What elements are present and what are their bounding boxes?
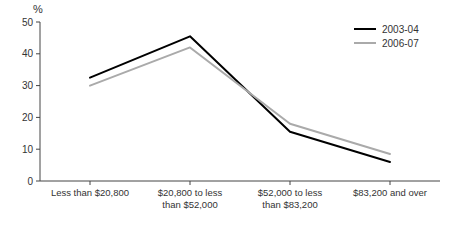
y-tick-label: 20 — [22, 112, 34, 123]
y-tick-label: 50 — [22, 17, 34, 28]
y-tick — [36, 22, 40, 23]
x-tick-label: $83,200 and over — [353, 187, 427, 198]
y-tick — [36, 85, 40, 86]
x-tick-label: $20,800 to lessthan $52,000 — [158, 187, 223, 210]
y-tick-label: 40 — [22, 48, 34, 59]
legend-swatch — [354, 28, 376, 30]
y-tick — [36, 117, 40, 118]
x-tick — [90, 181, 91, 185]
series-lines — [90, 36, 390, 162]
x-tick-label: Less than $20,800 — [51, 187, 129, 198]
y-tick-label: 0 — [27, 176, 33, 187]
x-tick-label: $52,000 to lessthan $83,200 — [258, 187, 323, 210]
x-axis-line — [40, 181, 440, 182]
y-tick-label: 10 — [22, 144, 34, 155]
legend-label: 2003-04 — [382, 24, 419, 35]
y-axis-line — [40, 22, 41, 181]
series-line — [90, 36, 390, 162]
axes: 0 10 20 30 40 50 Less than $20,800 $20,800 to l… — [22, 17, 440, 210]
y-tick-label: 30 — [22, 80, 34, 91]
legend: 2003-04 2006-07 — [354, 24, 419, 49]
series-line — [90, 47, 390, 154]
legend-swatch — [354, 42, 376, 44]
x-tick — [390, 181, 391, 185]
y-tick — [36, 53, 40, 54]
x-tick — [290, 181, 291, 185]
x-tick — [190, 181, 191, 185]
chart-container: 0 10 20 30 40 50 Less than $20,800 $20,800 to l… — [0, 0, 454, 227]
legend-label: 2006-07 — [382, 38, 419, 49]
y-tick — [36, 181, 40, 182]
y-tick — [36, 149, 40, 150]
y-axis-label: % — [33, 3, 43, 15]
chart: 0 10 20 30 40 50 Less than $20,800 $20,800 to l… — [0, 0, 454, 227]
